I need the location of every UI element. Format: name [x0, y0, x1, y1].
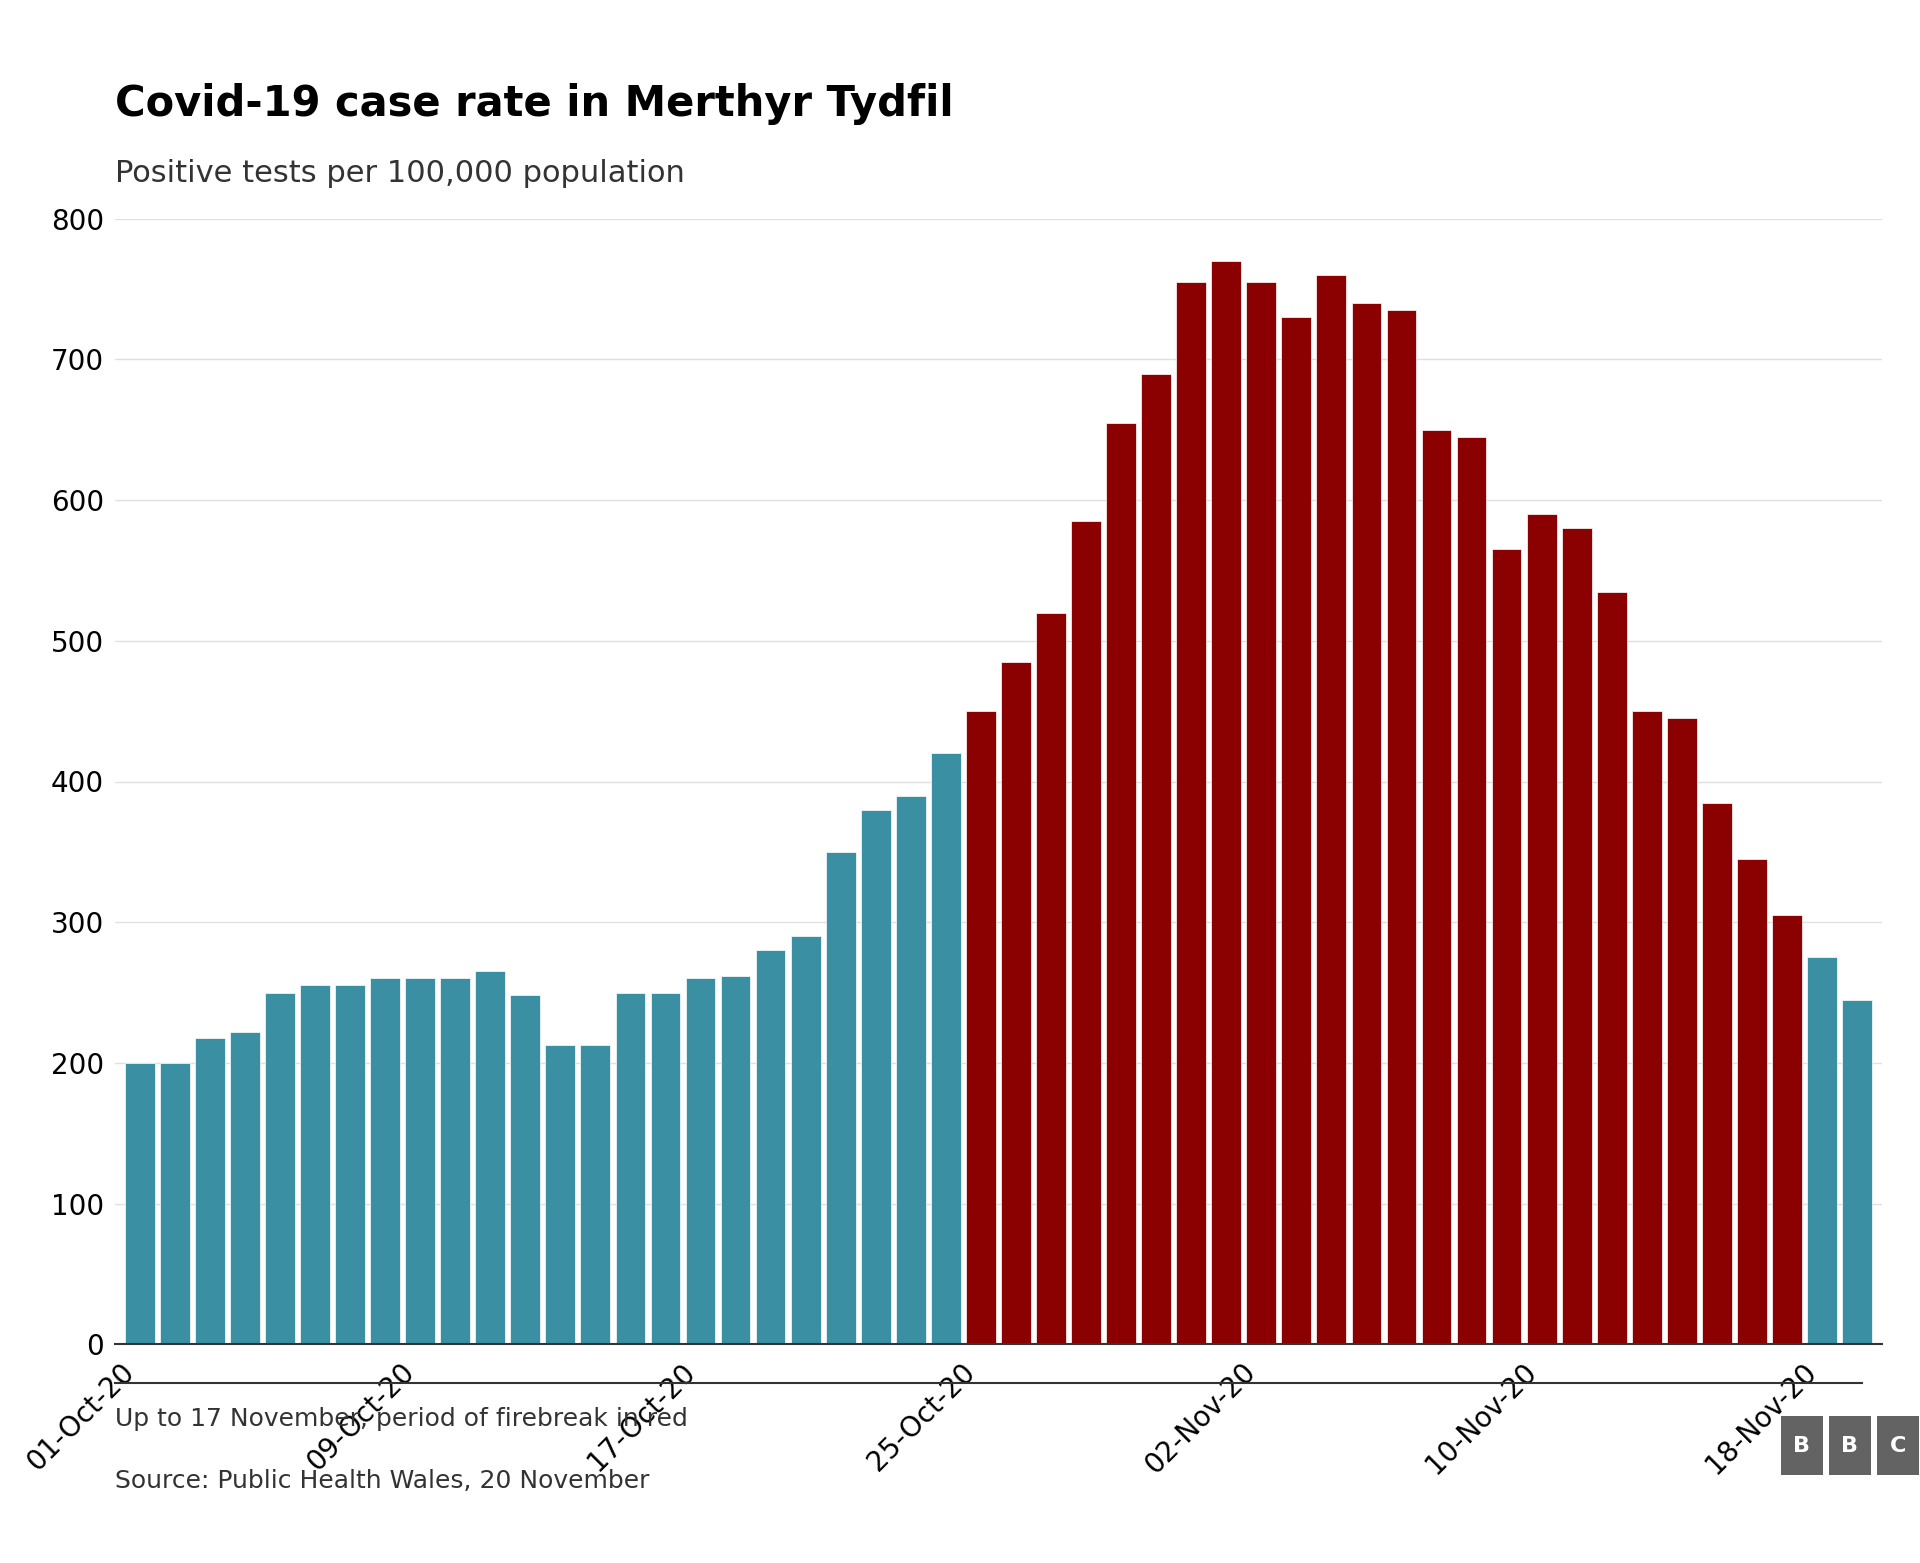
Bar [685, 978, 716, 1344]
Text: Up to 17 November, period of firebreak in red: Up to 17 November, period of firebreak i… [115, 1407, 687, 1430]
Bar [1738, 860, 1766, 1344]
Text: Covid-19 case rate in Merthyr Tydfil: Covid-19 case rate in Merthyr Tydfil [115, 83, 954, 125]
Bar [1140, 374, 1171, 1344]
Bar [1421, 430, 1452, 1344]
Bar [860, 810, 891, 1344]
Bar [1317, 275, 1346, 1344]
Bar [1841, 1000, 1872, 1344]
Bar [897, 796, 925, 1344]
Bar [196, 1038, 225, 1344]
Bar [336, 985, 365, 1344]
Text: B: B [1841, 1436, 1859, 1455]
Bar [1772, 914, 1801, 1344]
Bar [1526, 514, 1557, 1344]
Bar [125, 1063, 156, 1344]
Bar [1177, 281, 1206, 1344]
Bar [476, 971, 505, 1344]
Bar [931, 753, 960, 1344]
Bar [159, 1063, 190, 1344]
Bar [1352, 303, 1380, 1344]
Bar [580, 1044, 611, 1344]
Bar [1632, 711, 1661, 1344]
Bar [230, 1032, 259, 1344]
Bar [791, 936, 820, 1344]
Bar [371, 978, 399, 1344]
Bar [826, 852, 856, 1344]
Text: Positive tests per 100,000 population: Positive tests per 100,000 population [115, 158, 685, 188]
Bar [1386, 309, 1417, 1344]
Bar [651, 993, 680, 1344]
Bar [1807, 957, 1837, 1344]
Bar [1000, 661, 1031, 1344]
Bar [265, 993, 296, 1344]
Bar [545, 1044, 576, 1344]
Bar [300, 985, 330, 1344]
Bar [440, 978, 470, 1344]
Bar [1212, 261, 1240, 1344]
Bar [1597, 591, 1626, 1344]
Bar [616, 993, 645, 1344]
Text: B: B [1793, 1436, 1811, 1455]
Bar [720, 975, 751, 1344]
Bar [1561, 528, 1592, 1344]
Bar [1246, 281, 1277, 1344]
Text: C: C [1889, 1436, 1907, 1455]
Text: Source: Public Health Wales, 20 November: Source: Public Health Wales, 20 November [115, 1469, 649, 1493]
Bar [511, 996, 540, 1344]
Bar [1071, 520, 1100, 1344]
Bar [1457, 436, 1486, 1344]
Bar [1037, 613, 1066, 1344]
Bar [1106, 422, 1137, 1344]
Bar [1667, 717, 1697, 1344]
Bar [1492, 549, 1521, 1344]
Bar [966, 711, 996, 1344]
Bar [405, 978, 436, 1344]
Bar [1281, 317, 1311, 1344]
Bar [1701, 803, 1732, 1344]
Bar [756, 950, 785, 1344]
